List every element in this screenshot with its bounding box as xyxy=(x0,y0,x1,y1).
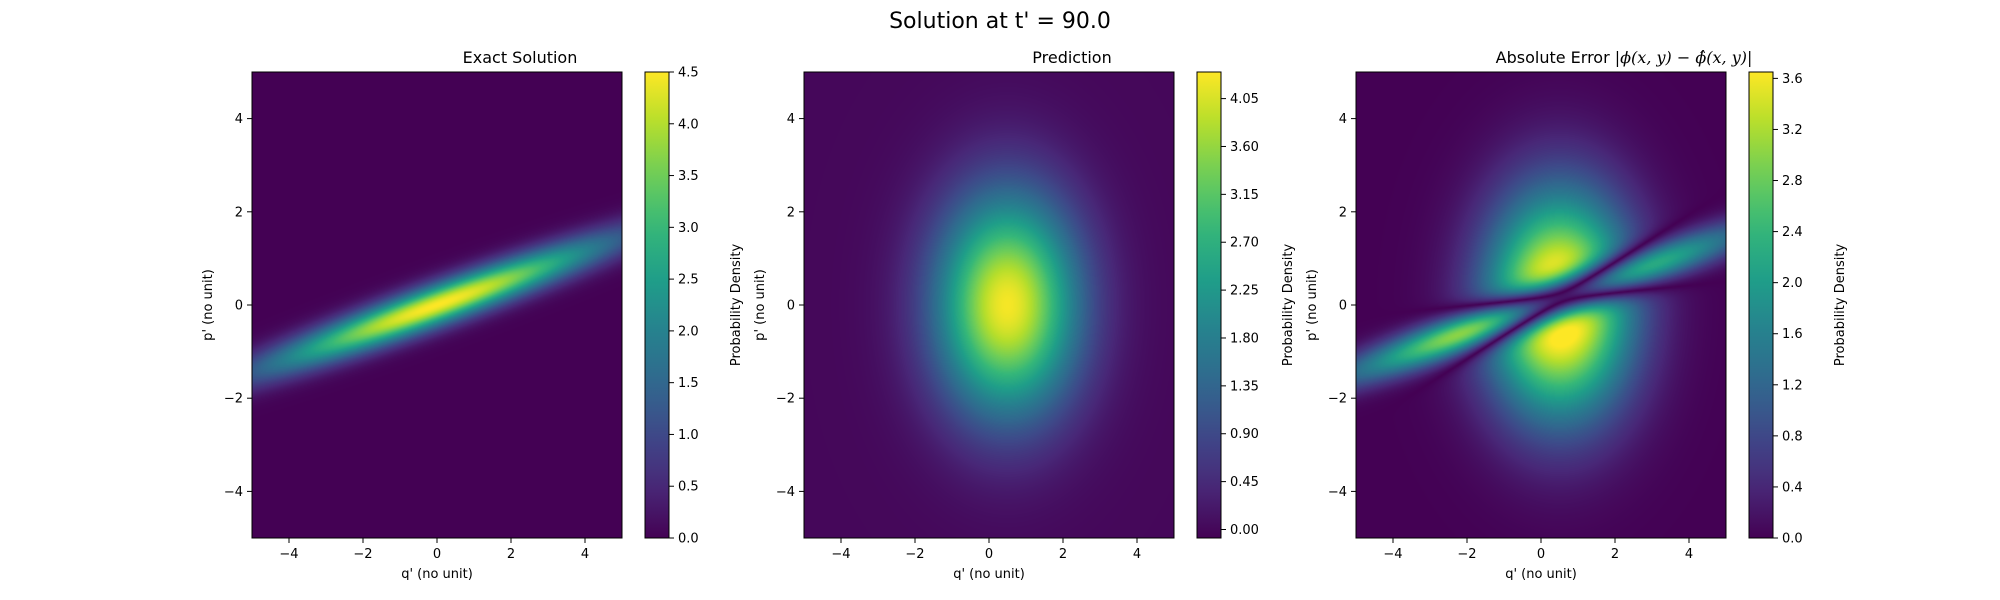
y-tick-label: −4 xyxy=(1328,485,1347,500)
x-tick-label: −4 xyxy=(1383,547,1402,562)
exact-solution-chart: −4 −2 0 2 4 −4 −2 0 2 4 q' (no unit) p' (no unit) 0.… xyxy=(201,66,744,583)
colorbar-tick-label: 0.90 xyxy=(1230,427,1259,442)
colorbar-label: Probability Density xyxy=(1281,244,1296,367)
colorbar-tick-label: 1.35 xyxy=(1230,379,1259,394)
colorbar-tick-label: 2.0 xyxy=(678,324,699,339)
colorbar-tick-label: 3.2 xyxy=(1782,123,1803,138)
colorbar-tick-label: 1.2 xyxy=(1782,378,1803,393)
absolute-error-chart: −4 −2 0 2 4 −4 −2 0 2 4 q' (no unit) p' (no unit) 0.… xyxy=(1305,71,1848,582)
y-tick-label: −2 xyxy=(776,392,795,407)
prediction-chart: −4 −2 0 2 4 −4 −2 0 2 4 q' (no unit) p' (no unit) 0.… xyxy=(753,71,1296,582)
y-tick-label: −2 xyxy=(1328,392,1347,407)
x-tick-label: −2 xyxy=(1457,547,1476,562)
colorbar-tick-label: 4.0 xyxy=(678,117,699,132)
colorbar xyxy=(1197,72,1221,538)
y-axis-label: p' (no unit) xyxy=(201,269,216,341)
colorbar-frame xyxy=(644,71,670,539)
figure-suptitle: Solution at t' = 90.0 xyxy=(889,9,1111,34)
colorbar-tick-label: 3.15 xyxy=(1230,188,1259,203)
y-tick-label: 4 xyxy=(787,112,795,127)
colorbar-tick-label: 1.6 xyxy=(1782,327,1803,342)
x-tick-label: −4 xyxy=(279,547,298,562)
y-tick-label: −4 xyxy=(224,485,243,500)
y-tick-label: 2 xyxy=(1339,205,1347,220)
x-axis-label: q' (no unit) xyxy=(401,567,473,580)
colorbar-label: Probability Density xyxy=(729,244,744,367)
colorbar-tick-label: 3.6 xyxy=(1782,72,1803,87)
panel-title: Prediction xyxy=(1032,48,1112,67)
panel-prediction: Prediction −4 −2 0 2 4 −4 −2 0 2 4 q' (no unit) p' … xyxy=(752,40,1392,582)
x-axis-label: q' (no unit) xyxy=(1505,567,1577,580)
y-tick-label: −2 xyxy=(224,392,243,407)
x-tick-label: 0 xyxy=(433,547,441,562)
colorbar-label: Probability Density xyxy=(1833,244,1848,367)
colorbar-tick-label: 1.5 xyxy=(678,376,699,391)
panel-exact-solution: Exact Solution −4 −2 0 2 4 −4 −2 0 2 4 q' (no unit… xyxy=(200,40,840,583)
x-tick-label: −4 xyxy=(831,547,850,562)
heatmap-image xyxy=(252,72,622,538)
colorbar-frame xyxy=(1748,71,1774,539)
x-tick-label: −2 xyxy=(905,547,924,562)
x-tick-label: 2 xyxy=(507,547,515,562)
heatmap-image xyxy=(1356,72,1726,538)
x-tick-label: 0 xyxy=(985,547,993,562)
colorbar-frame xyxy=(1196,71,1222,539)
panel-title: Exact Solution xyxy=(462,48,578,67)
colorbar-tick-label: 1.0 xyxy=(678,428,699,443)
x-tick-label: 4 xyxy=(1133,547,1141,562)
colorbar-tick-label: 4.05 xyxy=(1230,92,1259,107)
y-axis-label: p' (no unit) xyxy=(753,269,768,341)
x-tick-label: 2 xyxy=(1611,547,1619,562)
x-tick-label: 4 xyxy=(581,547,589,562)
colorbar-tick-label: 0.00 xyxy=(1230,523,1259,538)
y-tick-label: 4 xyxy=(1339,112,1347,127)
colorbar-tick-label: 2.70 xyxy=(1230,236,1259,251)
colorbar-tick-label: 0.0 xyxy=(1782,532,1803,547)
y-tick-label: 4 xyxy=(235,112,243,127)
colorbar-tick-label: 0.5 xyxy=(678,480,699,495)
colorbar-tick-label: 2.25 xyxy=(1230,284,1259,299)
x-tick-label: 4 xyxy=(1685,547,1693,562)
heatmap-image xyxy=(804,72,1174,538)
colorbar-tick-label: 0.0 xyxy=(678,532,699,547)
panel-absolute-error: Absolute Error |ϕ(x, y) − ϕ̂(x, y)| −4 −2… xyxy=(1304,40,1944,582)
colorbar-tick-label: 1.80 xyxy=(1230,331,1259,346)
panel-title-text: Absolute Error xyxy=(1495,48,1615,67)
y-tick-label: 0 xyxy=(787,299,795,314)
colorbar-tick-label: 2.8 xyxy=(1782,174,1803,189)
x-tick-label: 2 xyxy=(1059,547,1067,562)
colorbar-tick-label: 0.8 xyxy=(1782,429,1803,444)
colorbar-tick-label: 4.5 xyxy=(678,66,699,81)
colorbar-tick-label: 2.5 xyxy=(678,273,699,288)
colorbar-tick-label: 2.4 xyxy=(1782,225,1803,240)
colorbar-tick-label: 2.0 xyxy=(1782,276,1803,291)
y-tick-label: 2 xyxy=(235,205,243,220)
panel-title-math: |ϕ(x, y) − ϕ̂(x, y)| xyxy=(1614,48,1753,67)
colorbar-tick-label: 0.45 xyxy=(1230,475,1259,490)
panel-title: Absolute Error |ϕ(x, y) − ϕ̂(x, y)| xyxy=(1304,48,1944,68)
colorbar-tick-label: 0.4 xyxy=(1782,480,1803,495)
x-tick-label: 0 xyxy=(1537,547,1545,562)
colorbar xyxy=(645,72,669,538)
y-tick-label: 2 xyxy=(787,205,795,220)
y-tick-label: 0 xyxy=(1339,299,1347,314)
y-tick-label: −4 xyxy=(776,485,795,500)
y-axis-label: p' (no unit) xyxy=(1305,269,1320,341)
y-tick-label: 0 xyxy=(235,299,243,314)
colorbar-tick-label: 3.5 xyxy=(678,169,699,184)
x-tick-label: −2 xyxy=(353,547,372,562)
colorbar-tick-label: 3.60 xyxy=(1230,140,1259,155)
x-axis-label: q' (no unit) xyxy=(953,567,1025,580)
colorbar xyxy=(1749,72,1773,538)
colorbar-tick-label: 3.0 xyxy=(678,221,699,236)
